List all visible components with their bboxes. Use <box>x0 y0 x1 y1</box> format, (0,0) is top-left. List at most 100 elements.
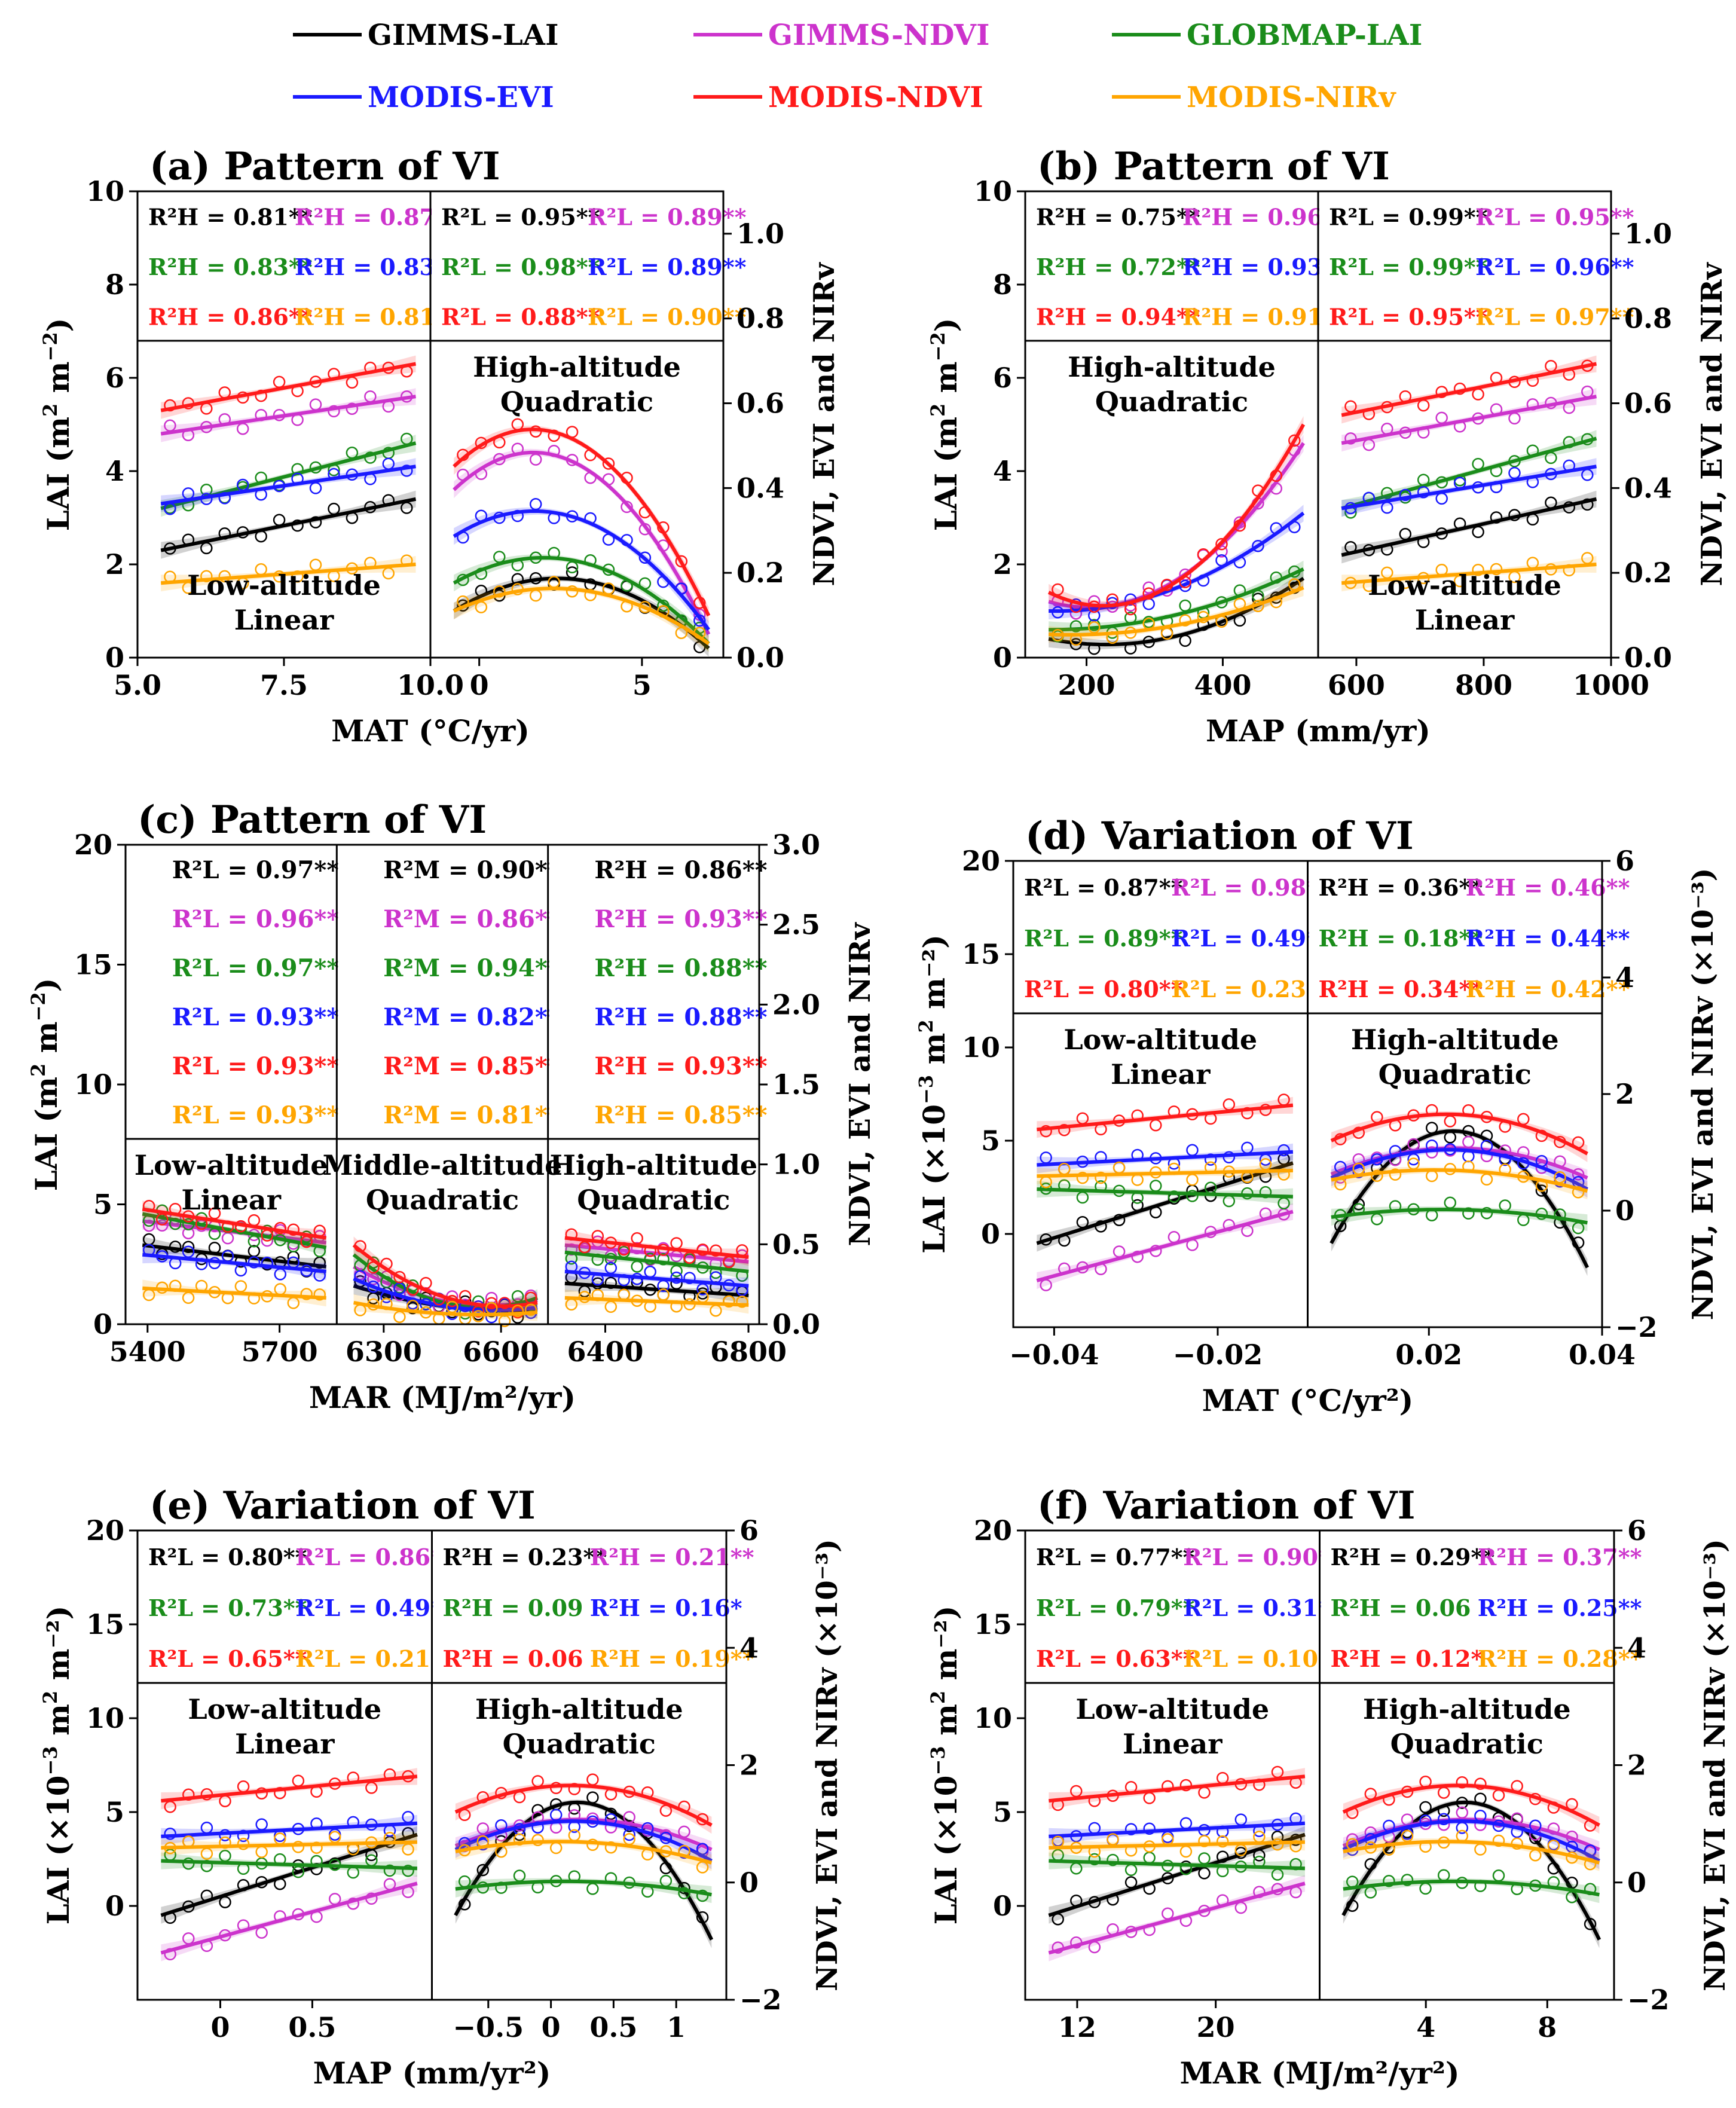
r2-stat: R²L = 0.77** <box>1036 1544 1195 1571</box>
y-axis-label-part: ) <box>29 978 64 992</box>
r2-stat: R²H = 0.34** <box>1319 976 1483 1003</box>
panel-a-2: R²L = 0.95**R²L = 0.89**R²L = 0.98**R²L … <box>429 191 747 701</box>
stats-box <box>139 193 429 340</box>
stats-box <box>1309 862 1601 1012</box>
y-axis-label-part: LAI (m <box>928 417 964 531</box>
x-axis-label: MAP (mm/yr) <box>1206 713 1431 749</box>
fit-line <box>455 1840 713 1865</box>
panel-b-2: R²L = 0.99**R²L = 0.95**R²L = 0.99**R²L … <box>1317 191 1649 701</box>
r2-stat: R²M = 0.85** <box>383 1052 560 1080</box>
r2-stat: R²H = 0.44** <box>1466 925 1630 952</box>
model-label: Low-altitude <box>188 1693 381 1725</box>
y2-tick-label: 4 <box>1615 961 1634 994</box>
fit-line <box>1343 1879 1600 1897</box>
y-tick-label: 8 <box>105 268 124 301</box>
x-tick-label: 0 <box>470 669 489 701</box>
y-tick-label: 15 <box>86 1608 124 1640</box>
data-point <box>1499 1153 1511 1166</box>
y-axis-label-part: m <box>41 361 76 403</box>
fit-line <box>455 1879 712 1897</box>
y2-tick-label: 1.0 <box>772 1148 820 1181</box>
x-tick-label: −0.5 <box>453 2011 524 2043</box>
fit-line <box>1341 1800 1601 1941</box>
fit-line <box>1341 563 1597 585</box>
x-axis-label: MAR (MJ/m²/yr²) <box>1179 2055 1459 2091</box>
fit-line <box>1049 511 1305 613</box>
data-point <box>1179 599 1191 612</box>
r2-stat: R²L = 0.96** <box>1475 253 1634 280</box>
data-point <box>696 1243 709 1256</box>
stats-box <box>1014 862 1307 1012</box>
data-point <box>1179 614 1191 627</box>
r2-stat: R²L = 0.23 <box>1171 976 1306 1003</box>
data-point <box>1204 1153 1217 1166</box>
fit-type-label: Linear <box>234 604 334 636</box>
y-axis-label-part: m⁻²) <box>928 1606 964 1691</box>
data-point <box>1095 1171 1107 1184</box>
data-point <box>1088 1853 1101 1866</box>
data-point <box>723 1295 735 1308</box>
data-point <box>1401 1874 1414 1886</box>
data-point <box>586 1773 599 1786</box>
fit-type-label: Quadratic <box>366 1184 519 1216</box>
y-axis-label-part: m <box>928 361 964 403</box>
chart-title: (e) Variation of VI <box>149 1483 536 1528</box>
data-point <box>670 1277 683 1290</box>
y-axis-label-part: m⁻²) <box>916 934 952 1019</box>
r2-stat: R²H = 0.37** <box>1478 1544 1642 1571</box>
y2-tick-label: −2 <box>1615 1311 1658 1343</box>
data-point <box>591 1277 604 1290</box>
r2-stat: R²H = 0.18** <box>1319 925 1483 952</box>
fit-line <box>160 395 416 436</box>
stats-box <box>1026 193 1317 340</box>
fit-line <box>161 1821 418 1838</box>
data-point <box>393 1270 406 1284</box>
r2-stat: R²L = 0.79** <box>1036 1594 1195 1621</box>
data-point <box>1162 1907 1174 1920</box>
fit-type-label: Quadratic <box>577 1184 730 1216</box>
legend-label: MODIS-NIRv <box>1187 81 1397 114</box>
data-point <box>292 1774 305 1787</box>
y-tick-label: 0 <box>105 641 124 674</box>
y-tick-label: 10 <box>74 1068 112 1101</box>
confidence-band <box>1049 435 1304 613</box>
data-point <box>657 1252 670 1266</box>
fit-line <box>453 450 711 636</box>
fit-type-label: Quadratic <box>1095 386 1248 418</box>
y-tick-label: 0 <box>93 1308 112 1340</box>
y2-tick-label: 6 <box>1627 1514 1646 1547</box>
x-tick-label: 5700 <box>242 1336 318 1368</box>
data-point <box>1581 498 1594 511</box>
data-point <box>164 1828 176 1840</box>
data-point <box>1179 1845 1193 1858</box>
y2-tick-label: 0.6 <box>1624 387 1672 420</box>
data-point <box>1456 1776 1469 1789</box>
y-axis-label-sup: −3 <box>915 1075 937 1104</box>
y-tick-label: 0 <box>993 1890 1012 1922</box>
fit-line <box>564 1243 749 1264</box>
data-point <box>1241 1187 1254 1200</box>
r2-stat: R²L = 0.80** <box>148 1544 307 1571</box>
x-tick-label: 400 <box>1194 669 1251 701</box>
panel-c-2: R²M = 0.90** R²M = 0.86** R²M = 0.94** R²M … <box>323 845 562 1368</box>
y-axis-label: LAI (×10−3 m2 m⁻²) <box>915 934 952 1254</box>
data-point <box>402 1865 414 1877</box>
y2-tick-label: 4 <box>1627 1632 1646 1664</box>
fit-line <box>160 362 417 413</box>
y-tick-label: 20 <box>962 845 1000 877</box>
data-point <box>678 1887 690 1899</box>
data-point <box>1277 1144 1290 1157</box>
y2-axis-label: NDVI, EVI and NIRv (×10⁻³) <box>811 1539 844 1991</box>
fit-line <box>1047 423 1306 608</box>
fit-line <box>1342 1819 1600 1863</box>
r2-stat: R²H = 0.19** <box>590 1645 754 1672</box>
data-point <box>1474 1843 1487 1856</box>
data-point <box>1040 1125 1052 1138</box>
y-tick-label: 10 <box>974 1702 1012 1734</box>
r2-stat: R²L = 0.49** <box>1171 925 1330 952</box>
panel-d-1: R²L = 0.87**R²L = 0.98**R²L = 0.89**R²L … <box>1009 862 1330 1371</box>
r2-stat: R²H = 0.46** <box>1466 874 1630 901</box>
model-label: High-altitude <box>473 351 681 383</box>
y2-tick-label: 0 <box>1615 1194 1634 1227</box>
fit-line <box>454 1800 714 1941</box>
